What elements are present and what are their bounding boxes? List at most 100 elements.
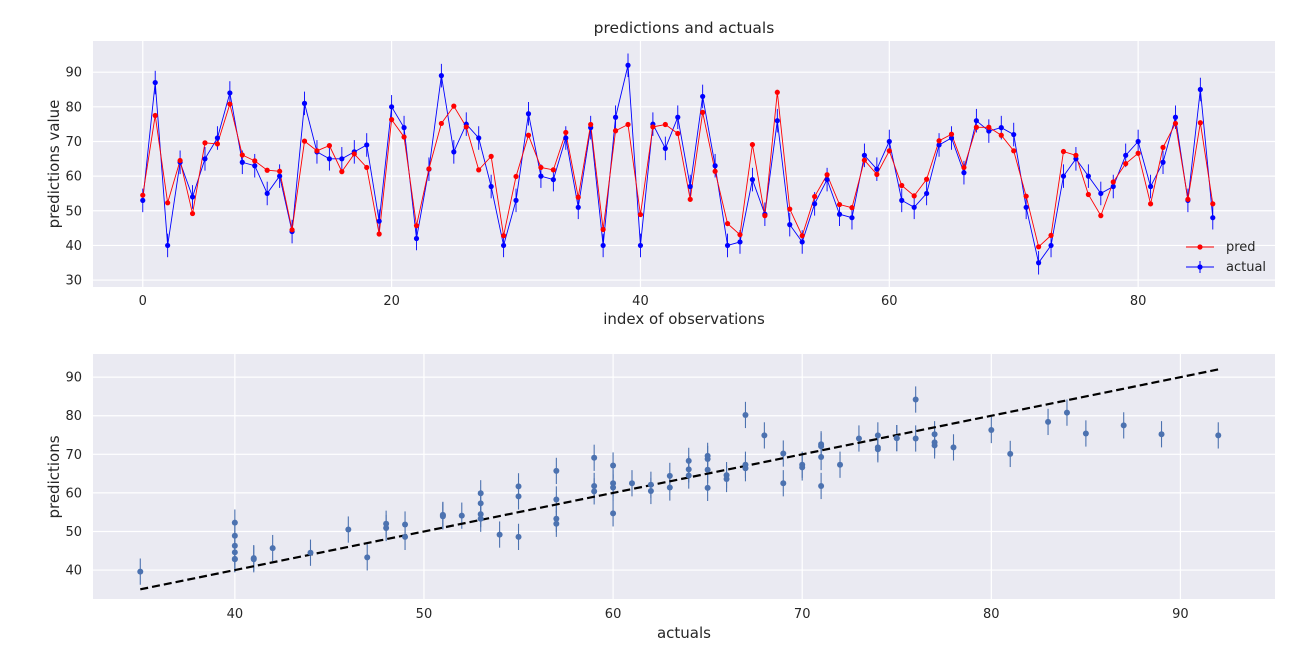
pred-point [376, 231, 382, 237]
pred-point [899, 182, 905, 189]
pred-point [301, 138, 308, 144]
actual-point [687, 183, 693, 190]
pred-point [1210, 201, 1216, 207]
actual-point [500, 242, 507, 249]
scatter-point [591, 454, 598, 461]
scatter-point [591, 488, 598, 495]
scatter-point [553, 467, 560, 474]
actual-point [1060, 173, 1067, 179]
scatter-point [439, 512, 446, 519]
scatter-point [553, 515, 560, 522]
scatter-point [874, 432, 881, 439]
bottom-y-tick-label: 60 [65, 486, 82, 501]
actual-point [277, 173, 283, 179]
actual-point [575, 204, 581, 210]
actual-point [513, 197, 519, 203]
pred-point [637, 211, 644, 218]
scatter-point [591, 482, 598, 489]
scatter-point [1063, 409, 1070, 416]
pred-point [724, 220, 731, 227]
actual-series-points [140, 62, 1216, 266]
scatter-point [515, 533, 522, 540]
top-x-tick-label: 40 [632, 294, 649, 309]
pred-point [762, 213, 768, 219]
actual-point [824, 176, 830, 183]
top-gridlines [93, 41, 1275, 287]
scatter-point [704, 455, 711, 462]
scatter-point [818, 482, 825, 489]
pred-series-points [140, 89, 1216, 250]
bottom-plot-background [93, 354, 1275, 599]
actual-point [700, 93, 706, 100]
pred-point [177, 157, 183, 164]
pred-point [1036, 244, 1042, 250]
pred-point [1123, 161, 1129, 167]
pred-point [737, 232, 743, 238]
scatter-point [515, 493, 522, 500]
pred-point [948, 131, 955, 137]
pred-point [625, 121, 631, 128]
pred-point [1098, 213, 1104, 219]
actual-point [413, 235, 420, 242]
actual-point [861, 152, 868, 158]
scatter-point [345, 526, 352, 533]
actual-point [724, 242, 731, 249]
bottom-y-tick-label: 40 [65, 564, 82, 579]
actual-point [339, 156, 345, 162]
scatter-point [912, 435, 919, 442]
top-line-chart: 0 20 40 60 80 30 40 50 60 70 80 90 predictions and… [45, 19, 1275, 328]
actual-point [488, 183, 494, 190]
top-y-axis-label: predictions value [45, 100, 63, 229]
bottom-x-axis-label: actuals [657, 624, 711, 642]
pred-point [426, 166, 432, 172]
actual-point [301, 100, 308, 106]
bottom-x-tick-label: 60 [605, 607, 622, 622]
pred-point [998, 132, 1004, 138]
scatter-point [837, 461, 844, 468]
scatter-point [1215, 432, 1222, 439]
actual-point [787, 222, 793, 228]
actual-point [202, 156, 208, 162]
scatter-point [628, 480, 635, 487]
scatter-point [610, 462, 617, 469]
scatter-point [231, 549, 238, 556]
actual-point [476, 135, 482, 141]
actual-point [1048, 242, 1054, 249]
pred-point [463, 124, 469, 130]
scatter-point [231, 542, 238, 549]
scatter-point [610, 484, 617, 491]
actual-point [389, 104, 395, 110]
top-y-tick-label: 90 [65, 66, 82, 81]
scatter-point [855, 435, 862, 442]
actual-point [1197, 86, 1203, 93]
actual-point [998, 125, 1004, 131]
bottom-y-tick-label: 80 [65, 409, 82, 424]
top-x-tick-label: 60 [881, 294, 898, 309]
pred-point [774, 89, 780, 95]
pred-point [1147, 201, 1154, 207]
pred-point [575, 194, 581, 200]
actual-point [1023, 204, 1029, 210]
pred-point [1110, 179, 1116, 185]
scatter-point [647, 481, 654, 488]
scatter-point [761, 432, 768, 439]
pred-point [165, 200, 171, 206]
bottom-x-tick-label: 80 [983, 607, 1000, 622]
pred-point [314, 148, 320, 154]
actual-point [152, 79, 158, 86]
actual-point [525, 111, 532, 117]
scatter-point [364, 554, 371, 561]
bottom-x-tick-label: 90 [1172, 607, 1189, 622]
actual-point [936, 142, 942, 148]
pred-point [712, 168, 718, 174]
pred-point [438, 120, 444, 127]
pred-point [961, 164, 967, 171]
scatter-point [402, 521, 409, 528]
actual-point [911, 204, 917, 210]
pred-point [239, 152, 245, 158]
actual-point [737, 239, 743, 245]
scatter-point [818, 454, 825, 461]
scatter-point [666, 472, 673, 479]
actual-point [550, 176, 556, 183]
scatter-point [458, 512, 465, 519]
